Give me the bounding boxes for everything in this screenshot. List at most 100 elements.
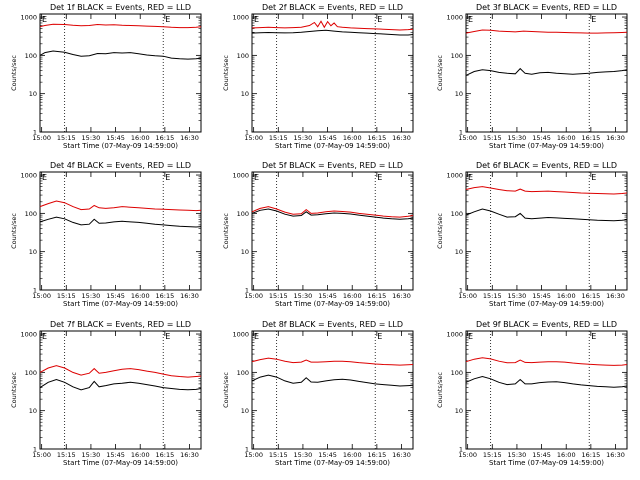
- plot-frame: [39, 330, 202, 450]
- event-marker-label: E: [165, 173, 170, 182]
- lld-series-line: [39, 365, 202, 378]
- y-tick-label: 1000: [232, 331, 249, 339]
- y-tick-label: 100: [237, 369, 249, 377]
- x-tick-label: 15:45: [532, 292, 551, 300]
- x-tick-label: 16:30: [392, 134, 411, 142]
- y-tick-label: 1: [459, 129, 463, 137]
- event-marker-label: E: [377, 15, 382, 24]
- panel-title: Det 3f BLACK = Events, RED = LLD: [476, 3, 617, 12]
- x-tick-label: 15:45: [532, 134, 551, 142]
- x-tick-label: 16:15: [155, 451, 174, 459]
- events-series-line: [465, 375, 628, 388]
- x-tick-label: 16:00: [131, 134, 150, 142]
- x-tick-label: 15:30: [82, 451, 101, 459]
- x-tick-label: 15:15: [57, 292, 76, 300]
- x-tick-label: 15:15: [483, 134, 502, 142]
- x-tick-label: 15:15: [57, 134, 76, 142]
- plot-frame: [39, 171, 202, 291]
- y-tick-label: 100: [25, 210, 37, 218]
- event-marker-label: E: [254, 332, 259, 341]
- x-tick-label: 16:00: [343, 134, 362, 142]
- event-marker-label: E: [42, 15, 47, 24]
- event-marker-label: E: [165, 15, 170, 24]
- y-tick-label: 1: [245, 446, 249, 454]
- x-tick-label: 15:45: [318, 292, 337, 300]
- panel-det-2: Det 2f BLACK = Events, RED = LLD 1 10 100 10…: [222, 3, 414, 150]
- x-axis-label: Start Time (07-May-09 14:59:00): [63, 459, 178, 467]
- lld-series-line: [465, 186, 628, 195]
- lld-series-line: [251, 20, 414, 31]
- x-tick-label: 15:15: [57, 451, 76, 459]
- x-tick-label: 15:30: [508, 134, 527, 142]
- y-tick-label: 100: [25, 369, 37, 377]
- x-tick-label: 15:45: [106, 451, 125, 459]
- y-tick-label: 10: [455, 407, 463, 415]
- plot-frame: [465, 171, 628, 291]
- plot-frame: [39, 13, 202, 133]
- y-tick-label: 100: [451, 369, 463, 377]
- events-series-line: [251, 374, 414, 387]
- y-tick-label: 1000: [20, 331, 37, 339]
- y-tick-label: 1: [459, 287, 463, 295]
- panel-det-6: Det 6f BLACK = Events, RED = LLD 1 10 100 10…: [436, 161, 628, 308]
- x-tick-label: 15:00: [32, 292, 51, 300]
- y-tick-label: 1: [33, 129, 37, 137]
- x-tick-label: 16:30: [180, 134, 199, 142]
- x-tick-label: 15:30: [294, 292, 313, 300]
- event-marker-label: E: [254, 15, 259, 24]
- x-tick-label: 16:00: [557, 292, 576, 300]
- y-tick-label: 1000: [446, 172, 463, 180]
- y-axis-label: Counts/sec: [10, 213, 18, 249]
- x-tick-label: 16:15: [155, 134, 174, 142]
- x-tick-label: 16:15: [581, 451, 600, 459]
- x-tick-label: 16:00: [557, 451, 576, 459]
- y-tick-label: 100: [237, 52, 249, 60]
- y-tick-label: 1000: [20, 14, 37, 22]
- panel-det-4: Det 4f BLACK = Events, RED = LLD 1 10 100 10…: [10, 161, 202, 308]
- events-series-line: [251, 29, 414, 36]
- y-tick-label: 1: [245, 129, 249, 137]
- y-tick-label: 10: [241, 90, 249, 98]
- x-tick-label: 16:30: [392, 292, 411, 300]
- x-tick-label: 16:00: [343, 292, 362, 300]
- events-series-line: [39, 378, 202, 391]
- x-tick-label: 16:30: [180, 292, 199, 300]
- events-series-line: [251, 208, 414, 220]
- x-axis-label: Start Time (07-May-09 14:59:00): [275, 300, 390, 308]
- x-tick-label: 16:30: [606, 451, 625, 459]
- panel-title: Det 4f BLACK = Events, RED = LLD: [50, 161, 191, 170]
- x-tick-label: 16:30: [606, 134, 625, 142]
- event-marker-label: E: [42, 173, 47, 182]
- x-tick-label: 15:00: [458, 292, 477, 300]
- lld-series-line: [465, 357, 628, 366]
- event-marker-label: E: [591, 173, 596, 182]
- panel-title: Det 2f BLACK = Events, RED = LLD: [262, 3, 403, 12]
- y-axis-label: Counts/sec: [222, 213, 230, 249]
- x-tick-label: 15:45: [106, 292, 125, 300]
- event-marker-label: E: [591, 15, 596, 24]
- x-axis-label: Start Time (07-May-09 14:59:00): [275, 459, 390, 467]
- y-tick-label: 1: [245, 287, 249, 295]
- events-series-line: [39, 50, 202, 60]
- plot-frame: [465, 330, 628, 450]
- y-tick-label: 1: [33, 446, 37, 454]
- x-tick-label: 16:00: [557, 134, 576, 142]
- x-axis-label: Start Time (07-May-09 14:59:00): [489, 142, 604, 150]
- x-tick-label: 15:00: [458, 451, 477, 459]
- y-tick-label: 1: [33, 287, 37, 295]
- plot-frame: [251, 171, 414, 291]
- x-tick-label: 15:30: [508, 292, 527, 300]
- y-tick-label: 10: [241, 407, 249, 415]
- panel-det-1: Det 1f BLACK = Events, RED = LLD 1 10 100 10…: [10, 3, 202, 150]
- x-tick-label: 15:45: [318, 134, 337, 142]
- events-series-line: [465, 67, 628, 76]
- event-marker-label: E: [377, 332, 382, 341]
- x-axis-label: Start Time (07-May-09 14:59:00): [489, 300, 604, 308]
- x-tick-label: 15:15: [269, 292, 288, 300]
- y-tick-label: 10: [29, 90, 37, 98]
- y-tick-label: 100: [237, 210, 249, 218]
- panel-det-3: Det 3f BLACK = Events, RED = LLD 1 10 100 10…: [436, 3, 628, 150]
- x-tick-label: 15:15: [483, 451, 502, 459]
- x-tick-label: 15:00: [244, 292, 263, 300]
